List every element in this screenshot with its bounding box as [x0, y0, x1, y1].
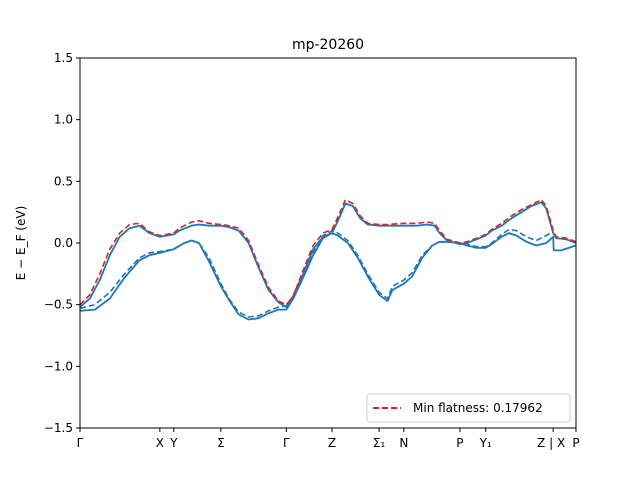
y-axis-ticks: −1.5 −1.0 −0.5 0.0 0.5 1.0 1.5 [44, 51, 80, 435]
x-tick-label: Σ [217, 436, 225, 450]
band-line-2 [79, 228, 554, 318]
x-tick-label: P [456, 436, 463, 450]
x-tick-label: Z [328, 436, 336, 450]
y-tick-label: −1.5 [44, 421, 73, 435]
y-axis-label: E − E_F (eV) [14, 206, 28, 281]
x-tick-label: Y [169, 436, 178, 450]
x-tick-label: Γ [283, 436, 290, 450]
y-tick-label: 1.0 [54, 113, 73, 127]
y-tick-label: −0.5 [44, 298, 73, 312]
y-tick-label: −1.0 [44, 359, 73, 373]
x-tick-label: X [156, 436, 164, 450]
x-tick-label: Γ [77, 436, 84, 450]
x-axis-ticks: Γ X Y Σ Γ Z Σ₁ N P Y₁ Z | X P [77, 428, 580, 450]
plot-area [79, 199, 577, 321]
x-tick-label: N [399, 436, 408, 450]
y-tick-label: 1.5 [54, 51, 73, 65]
legend-label: Min flatness: 0.17962 [413, 401, 543, 415]
band-line-0 [79, 232, 577, 321]
chart-title: mp-20260 [292, 37, 364, 53]
x-tick-label: Z | X [537, 436, 565, 450]
x-tick-label: Y₁ [479, 436, 492, 450]
band-line-1 [79, 201, 577, 309]
x-tick-label: Σ₁ [373, 436, 386, 450]
band-line-3 [79, 199, 577, 306]
plot-frame [79, 57, 577, 429]
legend: Min flatness: 0.17962 [366, 393, 571, 423]
y-tick-label: 0.5 [54, 174, 73, 188]
y-tick-label: 0.0 [54, 236, 73, 250]
legend-box [366, 393, 571, 423]
x-tick-label: P [572, 436, 579, 450]
